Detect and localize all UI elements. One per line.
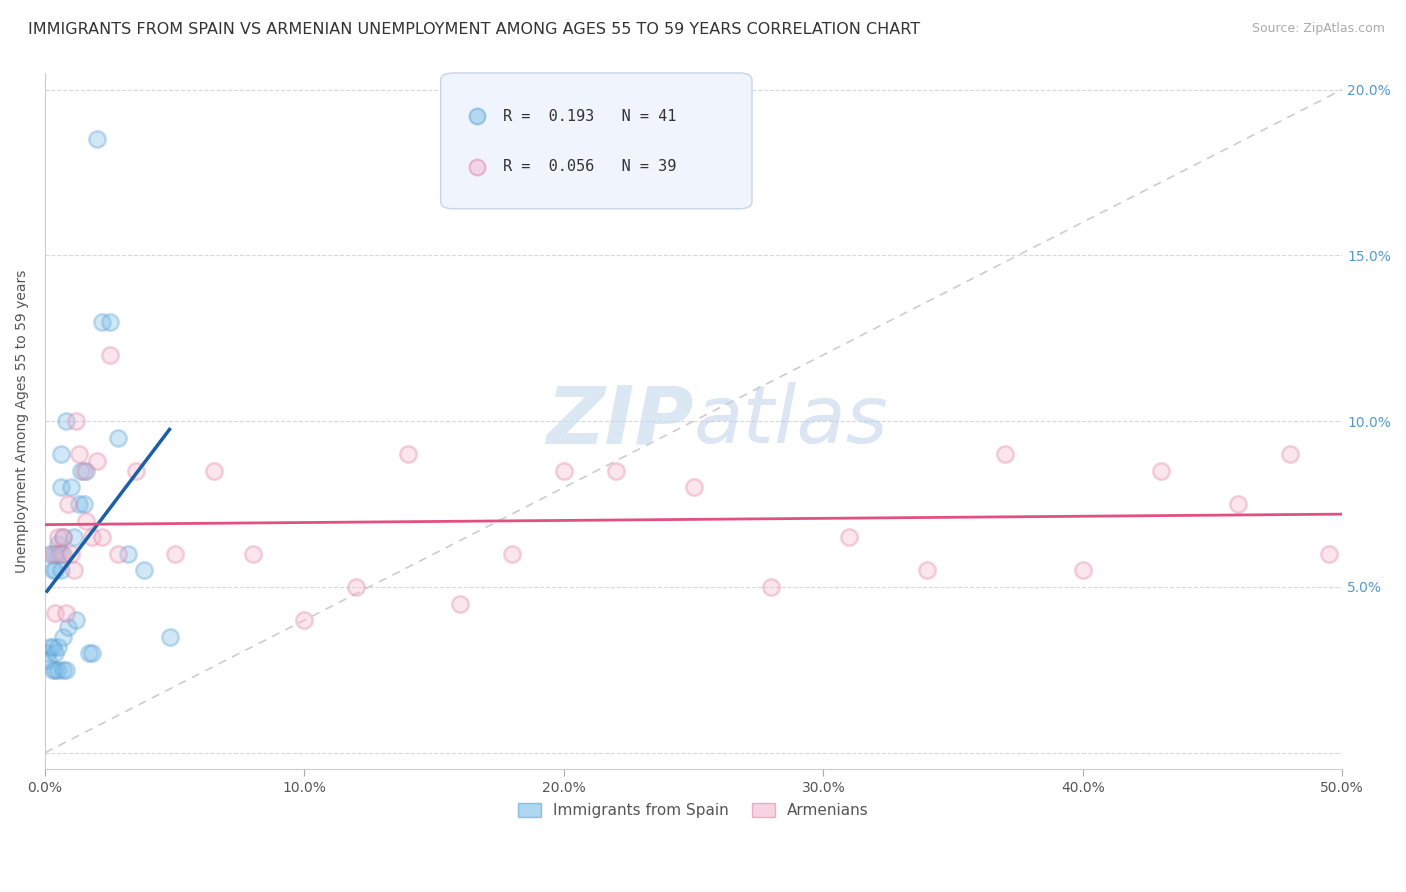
Point [107,547,129,561]
Point [73,497,96,511]
Point [915,563,938,577]
Point [98,315,121,329]
Point [159,630,181,644]
Point [76,514,98,528]
Point [52,530,75,544]
Point [52,530,75,544]
Point [58,497,80,511]
Point [42,663,65,677]
Point [55,663,77,677]
Point [202,464,225,478]
Point [70,464,93,478]
Point [52,663,75,677]
Point [42,640,65,654]
Point [605,464,627,478]
Point [35,646,58,660]
Text: atlas: atlas [693,382,889,460]
Point [67,447,90,461]
Point [52,547,75,561]
Point [125,464,148,478]
Point [1149,464,1171,478]
Point [80,530,103,544]
Point [59,547,82,561]
Point [52,630,75,644]
Point [77,646,100,660]
Point [1317,547,1340,561]
Legend: Immigrants from Spain, Armenians: Immigrants from Spain, Armenians [512,797,875,824]
Point [65,414,87,428]
Point [59,480,82,494]
Point [501,547,523,561]
Point [294,613,316,627]
Point [42,547,65,561]
Point [682,480,704,494]
Point [553,464,575,478]
Point [62,563,84,577]
Point [49,563,72,577]
Point [44,663,66,677]
Point [67,497,90,511]
Point [1071,563,1094,577]
Point [46,530,69,544]
Point [58,620,80,634]
Point [91,315,114,329]
Point [994,447,1017,461]
Point [39,640,62,654]
Point [242,547,264,561]
Point [73,464,96,478]
Point [761,580,783,594]
Text: Source: ZipAtlas.com: Source: ZipAtlas.com [1251,22,1385,36]
Point [107,431,129,445]
Point [86,454,108,468]
Y-axis label: Unemployment Among Ages 55 to 59 years: Unemployment Among Ages 55 to 59 years [15,269,30,573]
Point [344,580,367,594]
Point [44,547,66,561]
Point [132,563,155,577]
Point [39,547,62,561]
Point [80,646,103,660]
Point [1227,497,1250,511]
Point [44,563,66,577]
Text: R =  0.056   N = 39: R = 0.056 N = 39 [503,160,676,175]
Point [44,607,66,621]
Point [55,414,77,428]
Point [55,607,77,621]
Point [98,348,121,362]
Point [42,563,65,577]
Point [91,530,114,544]
Point [49,480,72,494]
Point [449,597,471,611]
Point [46,547,69,561]
Point [1279,447,1302,461]
Point [163,547,186,561]
Point [62,530,84,544]
Point [65,613,87,627]
Text: R =  0.193   N = 41: R = 0.193 N = 41 [503,109,676,124]
Point [838,530,860,544]
Point [86,132,108,146]
Point [49,447,72,461]
Point [46,663,69,677]
Point [396,447,419,461]
Point [46,640,69,654]
Text: ZIP: ZIP [547,382,693,460]
Point [46,537,69,551]
Text: IMMIGRANTS FROM SPAIN VS ARMENIAN UNEMPLOYMENT AMONG AGES 55 TO 59 YEARS CORRELA: IMMIGRANTS FROM SPAIN VS ARMENIAN UNEMPL… [28,22,921,37]
FancyBboxPatch shape [440,73,752,209]
Point [44,646,66,660]
Point [49,547,72,561]
Point [37,653,59,667]
Point [117,547,139,561]
Point [76,464,98,478]
